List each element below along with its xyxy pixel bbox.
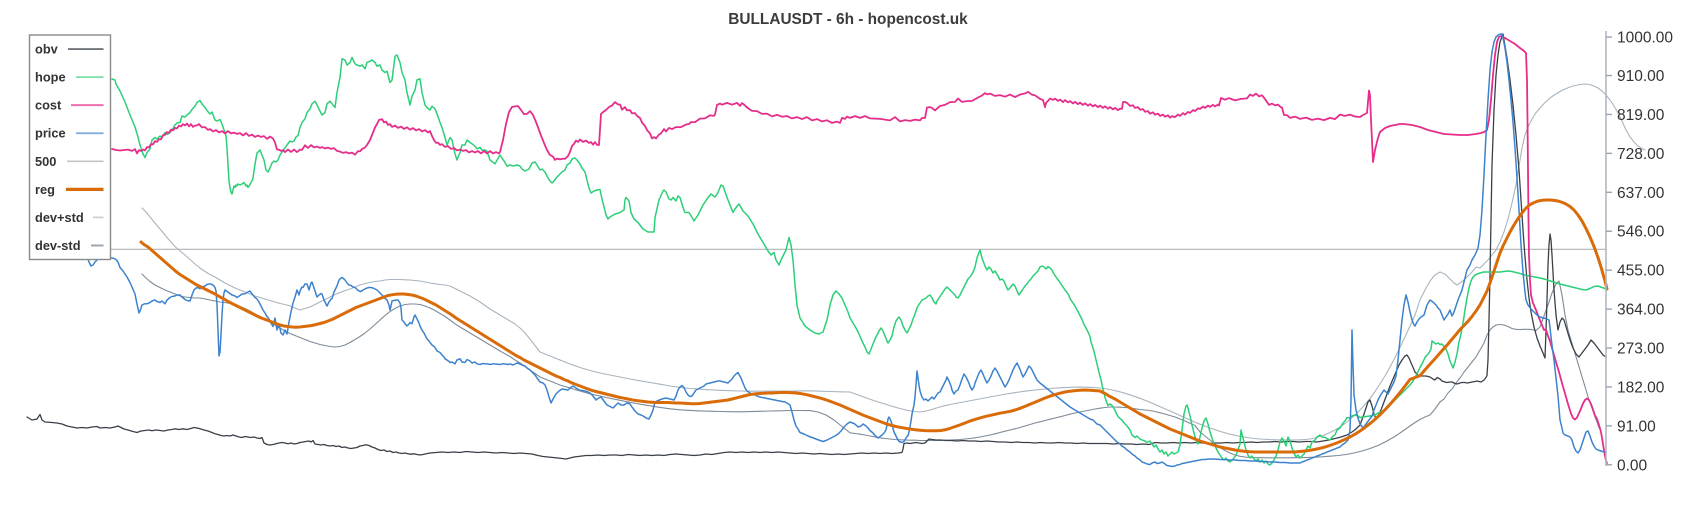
svg-text:dev-std: dev-std [35, 238, 81, 253]
svg-text:cost: cost [35, 98, 62, 113]
svg-text:dev+std: dev+std [35, 210, 84, 225]
svg-text:reg: reg [35, 182, 55, 197]
svg-text:728.00: 728.00 [1617, 146, 1665, 163]
svg-text:1000.00: 1000.00 [1617, 30, 1673, 47]
svg-text:455.00: 455.00 [1617, 263, 1665, 280]
svg-text:0.00: 0.00 [1617, 457, 1648, 474]
svg-text:91.00: 91.00 [1617, 418, 1656, 435]
svg-text:273.00: 273.00 [1617, 341, 1665, 358]
svg-text:obv: obv [35, 42, 59, 57]
svg-text:546.00: 546.00 [1617, 224, 1665, 241]
svg-text:637.00: 637.00 [1617, 185, 1665, 202]
svg-text:BULLAUSDT - 6h - hopencost.uk: BULLAUSDT - 6h - hopencost.uk [728, 11, 968, 28]
svg-text:500: 500 [35, 154, 56, 169]
svg-text:price: price [35, 126, 66, 141]
svg-text:182.00: 182.00 [1617, 379, 1665, 396]
svg-text:hope: hope [35, 70, 66, 85]
svg-text:910.00: 910.00 [1617, 68, 1665, 85]
svg-text:819.00: 819.00 [1617, 107, 1665, 124]
svg-text:364.00: 364.00 [1617, 302, 1665, 319]
